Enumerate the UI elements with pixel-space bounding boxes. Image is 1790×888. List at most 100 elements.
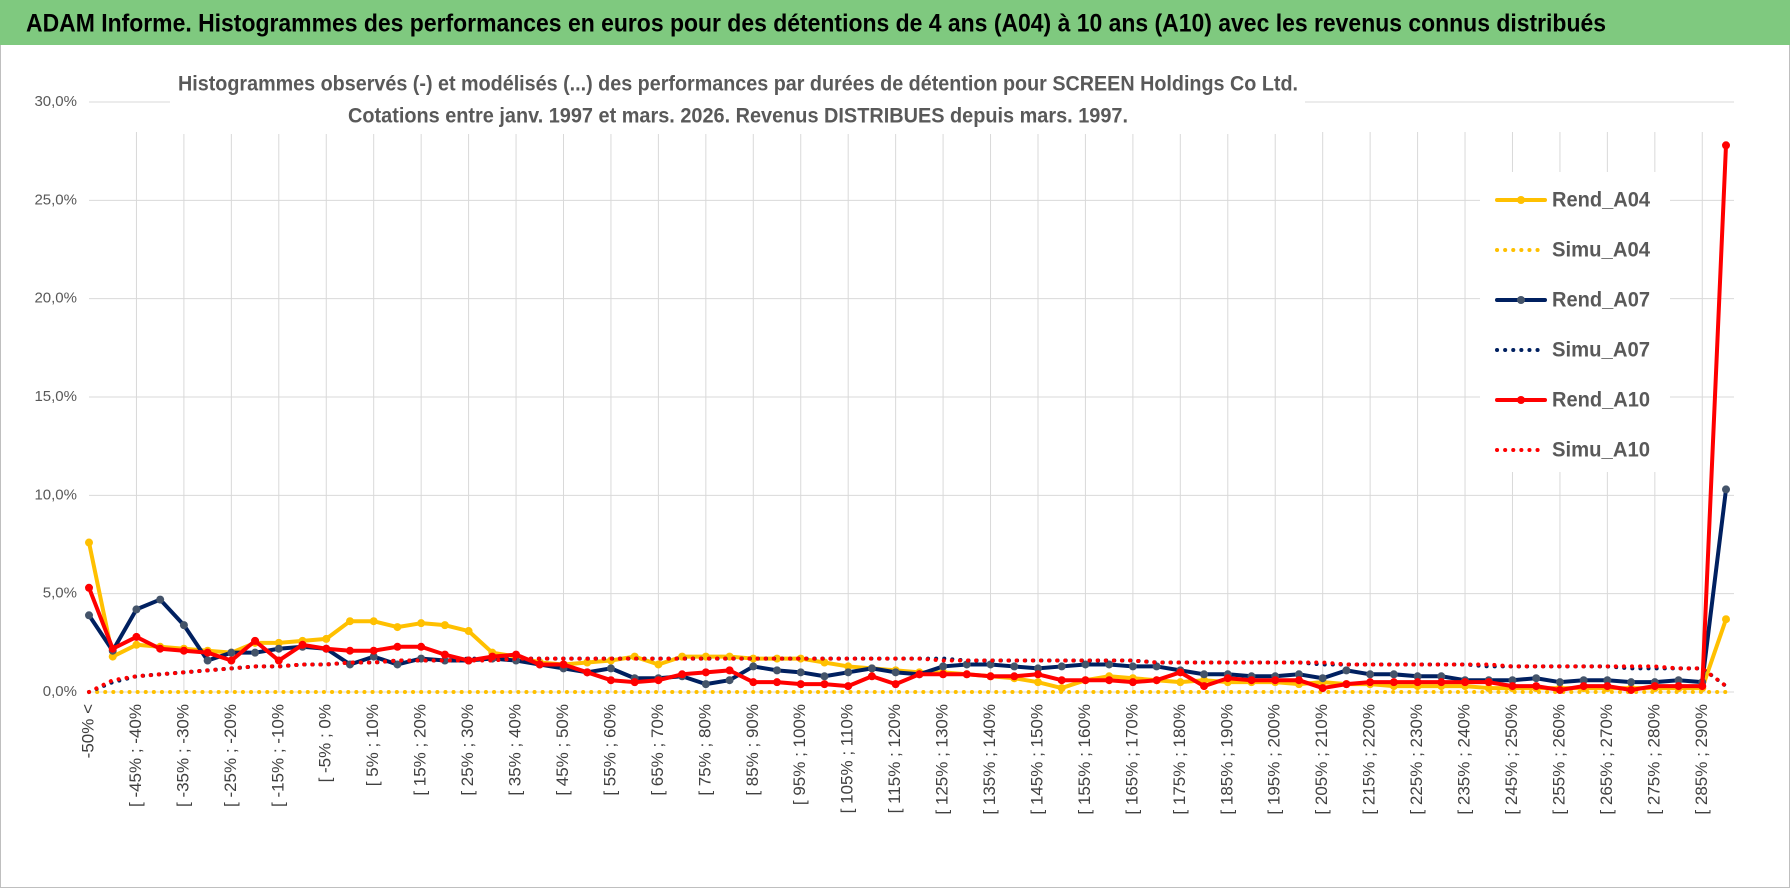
x-tick-label: [ 175% ; 180%: [1170, 704, 1189, 815]
series-marker: [844, 682, 853, 691]
series-marker: [156, 595, 165, 604]
series-line: [87, 487, 1728, 687]
series-marker: [1555, 686, 1564, 695]
series-marker: [1294, 670, 1303, 679]
series-marker: [654, 660, 663, 669]
x-tick-label: [ 75% ; 80%: [695, 704, 714, 796]
series-marker: [867, 672, 876, 681]
series-marker: [1461, 678, 1470, 687]
series-marker: [345, 646, 354, 655]
series-marker: [1318, 674, 1327, 683]
series-marker: [1152, 662, 1161, 671]
series-marker: [583, 658, 592, 667]
series-marker: [1650, 682, 1659, 691]
series-marker: [583, 668, 592, 677]
series-marker: [891, 680, 900, 689]
series-marker: [1437, 672, 1446, 681]
series-marker: [796, 680, 805, 689]
series-marker: [1389, 670, 1398, 679]
y-tick-label: 20,0%: [34, 290, 77, 307]
series-marker: [1603, 682, 1612, 691]
series-marker: [749, 654, 758, 663]
series-marker: [108, 652, 117, 661]
series-marker: [535, 660, 544, 669]
chart-subtitle: Cotations entre janv. 1997 et mars. 2026…: [348, 105, 1128, 128]
series-marker: [1200, 676, 1209, 685]
series-marker: [1176, 678, 1185, 687]
series-marker: [369, 646, 378, 655]
series-marker: [773, 666, 782, 675]
plot: 0,0% 5,0% 10,0% 15,0% 20,0% 25,0% 30,0% -50% < […: [34, 93, 1734, 815]
y-tick-label: 5,0%: [43, 585, 77, 602]
series-marker: [1579, 676, 1588, 685]
series-marker: [1152, 676, 1161, 685]
x-tick-label: [ 185% ; 190%: [1217, 704, 1236, 815]
series-marker: [654, 676, 663, 685]
legend-label: Simu_A04: [1552, 239, 1650, 262]
series-marker: [1722, 615, 1730, 624]
series-marker: [1318, 684, 1327, 693]
x-tick-label: -50% <: [78, 704, 97, 758]
series-marker: [440, 650, 449, 659]
series-marker: [796, 668, 805, 677]
series-marker: [1247, 676, 1256, 685]
series-marker: [1508, 676, 1517, 685]
x-tick-label: [ 35% ; 40%: [506, 704, 525, 796]
series-marker: [867, 664, 876, 673]
series-marker: [274, 644, 283, 653]
legend-box: [1480, 172, 1670, 472]
title-box: [170, 68, 1305, 134]
series-marker: [986, 672, 995, 681]
legend-marker: [1517, 296, 1525, 304]
series-marker: [440, 621, 449, 630]
series-marker: [464, 627, 473, 636]
series-marker: [322, 644, 331, 653]
series-marker: [1508, 682, 1517, 691]
series-marker: [1555, 678, 1564, 687]
series-marker: [1033, 670, 1042, 679]
legend-marker: [1517, 196, 1525, 204]
series-marker: [227, 656, 236, 665]
series-marker: [749, 662, 758, 671]
series-marker: [393, 642, 402, 651]
y-tick-label: 25,0%: [34, 191, 77, 208]
series-marker: [1532, 674, 1541, 683]
x-tick-label: [ 255% ; 260%: [1549, 704, 1568, 815]
y-tick-label: 10,0%: [34, 486, 77, 503]
x-tick-label: [ 215% ; 220%: [1360, 704, 1379, 815]
legend: Rend_A04 Simu_A04 Rend_A07 Simu_A07 Rend_A10…: [1480, 172, 1670, 472]
series-marker: [227, 648, 236, 657]
series-marker: [85, 611, 93, 620]
x-tick-label: [ -5% ; 0%: [316, 704, 335, 782]
series-marker: [1603, 676, 1612, 685]
series-marker: [1081, 660, 1090, 669]
legend-label: Simu_A10: [1552, 439, 1650, 462]
series-marker: [1674, 682, 1683, 691]
header-bar: [0, 0, 1790, 45]
series-marker: [796, 654, 805, 663]
series-marker: [1010, 662, 1019, 671]
series-marker: [1627, 686, 1636, 695]
series-marker: [393, 623, 402, 632]
x-tick-label: [ 55% ; 60%: [600, 704, 619, 796]
series-marker: [1010, 672, 1019, 681]
series-marker: [1081, 676, 1090, 685]
x-tick-label: [ -25% ; -20%: [221, 704, 240, 807]
series-marker: [464, 656, 473, 665]
series-marker: [939, 670, 948, 679]
x-tick-label: [ 95% ; 100%: [790, 704, 809, 805]
series-marker: [1128, 678, 1137, 687]
series-marker: [1200, 682, 1209, 691]
series-marker: [606, 676, 615, 685]
series-marker: [274, 656, 283, 665]
series-marker: [701, 668, 710, 677]
legend-label: Simu_A07: [1552, 339, 1650, 362]
series-marker: [915, 670, 924, 679]
series-marker: [820, 672, 829, 681]
series-marker: [1294, 676, 1303, 685]
series-marker: [512, 650, 521, 659]
series-marker: [345, 617, 354, 626]
x-tick-label: [ 105% ; 110%: [838, 704, 857, 813]
series-marker: [559, 660, 568, 669]
series-marker: [820, 680, 829, 689]
